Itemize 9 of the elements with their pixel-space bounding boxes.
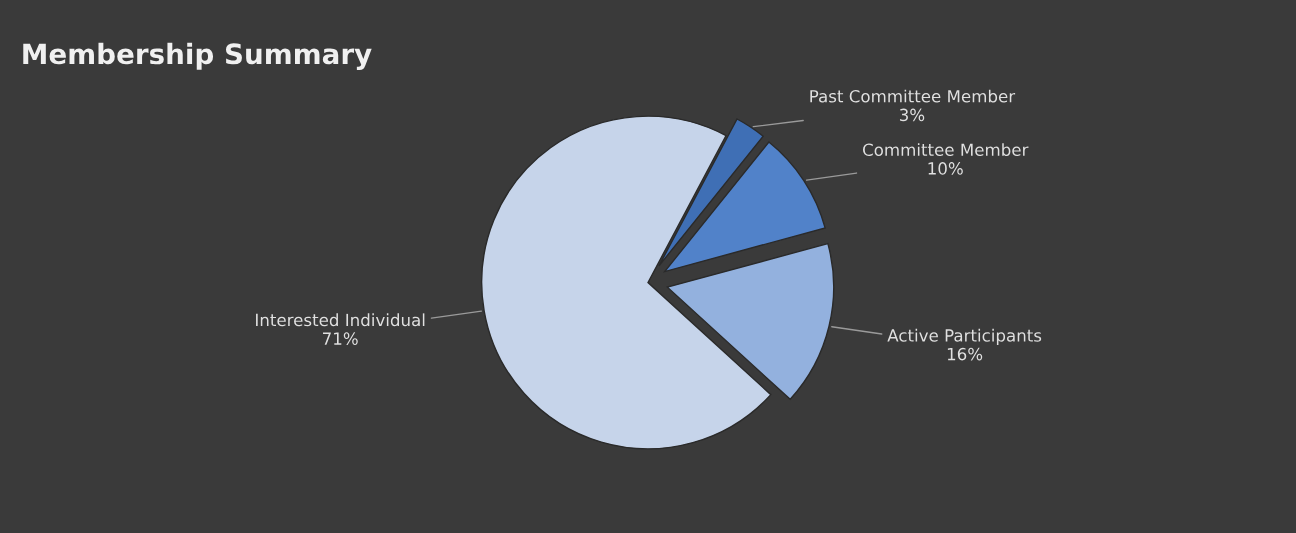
data-label: 3% — [899, 108, 925, 122]
data-label: 10% — [928, 162, 963, 175]
slice-label: Interested Individual — [256, 313, 425, 327]
slice-label: Active Participants — [887, 328, 1042, 345]
slice-label: Past Committee Member — [810, 89, 1016, 103]
slice-label: Committee Member — [862, 143, 1029, 157]
data-label: 16% — [947, 347, 983, 361]
data-label: 71% — [323, 332, 358, 345]
chart-title: Membership Summary — [23, 42, 372, 70]
